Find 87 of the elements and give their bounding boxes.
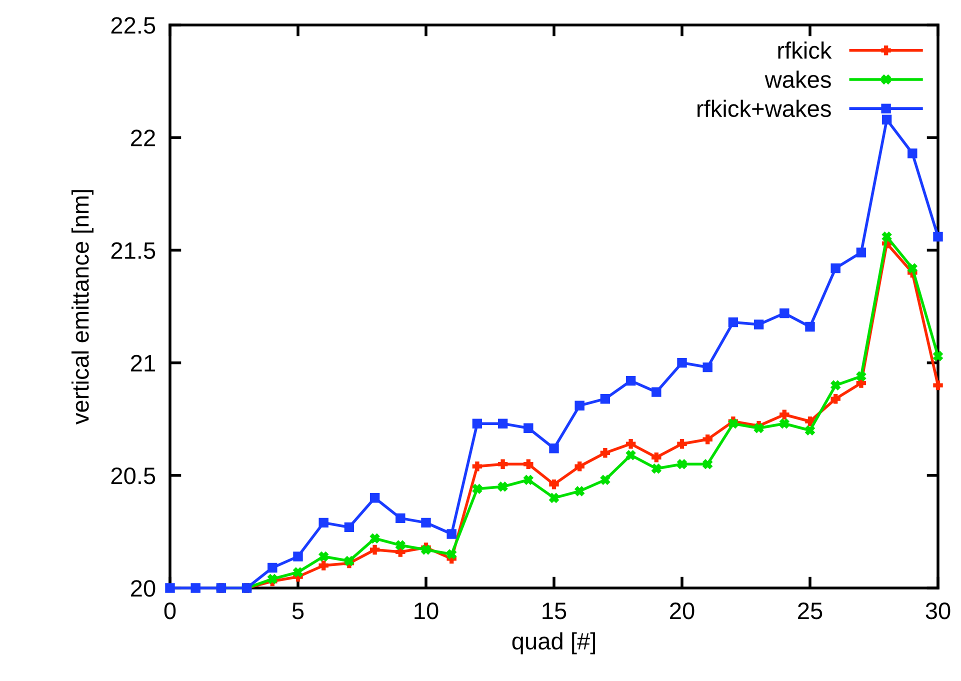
point (549, 493, 559, 503)
point (702, 434, 712, 444)
x-tick-label: 10 (414, 602, 438, 620)
point (421, 544, 431, 555)
y-tick-label: 22.5 (111, 17, 156, 34)
point (446, 529, 456, 539)
point (882, 232, 892, 242)
point (933, 232, 943, 242)
point (446, 549, 456, 560)
point (882, 114, 892, 124)
x-axis-title: quad [#] (512, 632, 595, 654)
point (856, 371, 866, 382)
point (600, 475, 610, 485)
point (780, 418, 790, 428)
point (524, 423, 534, 433)
y-axis-title: vertical emittance [nm] (71, 190, 94, 425)
x-tick-label: 20 (670, 602, 694, 620)
point (472, 462, 482, 472)
point (830, 380, 840, 390)
point (498, 459, 508, 469)
point (318, 518, 328, 528)
point (574, 486, 584, 496)
y-tick-label: 20 (131, 580, 156, 597)
x-tick-label: 0 (164, 602, 176, 620)
point (600, 448, 610, 458)
point (165, 583, 175, 593)
point (856, 248, 866, 258)
point (908, 263, 918, 274)
point (780, 308, 790, 318)
point (472, 418, 482, 428)
point (780, 410, 790, 420)
x-tick-label: 25 (798, 602, 822, 620)
point (728, 317, 738, 328)
point (626, 376, 636, 386)
point (677, 459, 687, 469)
y-tick-label: 22 (131, 130, 155, 146)
point (754, 320, 764, 330)
point (626, 450, 636, 460)
point (524, 475, 534, 485)
point (677, 358, 687, 368)
point (677, 439, 687, 449)
point (396, 540, 406, 550)
point (574, 462, 584, 472)
point (268, 574, 278, 584)
legend-label: rfkick (778, 42, 832, 59)
legend-label: rfkick+wakes (698, 100, 831, 118)
point (805, 322, 815, 332)
point (626, 439, 636, 449)
point (549, 444, 559, 454)
legend-label: wakes (764, 70, 831, 88)
point (600, 394, 610, 404)
point (933, 380, 943, 390)
point (574, 400, 584, 410)
point (498, 482, 508, 492)
point (370, 534, 380, 544)
x-tick-label: 5 (292, 602, 304, 620)
point (190, 583, 200, 593)
y-tick-label: 21 (131, 354, 155, 372)
point (370, 493, 380, 503)
point (805, 426, 815, 436)
point (318, 560, 328, 570)
point (318, 552, 328, 562)
point (524, 459, 534, 469)
point (293, 567, 303, 578)
point (652, 387, 662, 397)
point (908, 148, 918, 158)
y-tick-label: 21.5 (111, 242, 156, 259)
point (293, 552, 303, 562)
point (396, 513, 406, 524)
point (830, 394, 840, 404)
point (652, 464, 662, 474)
y-tick-label: 20.5 (111, 467, 156, 484)
x-tick-label: 30 (926, 602, 950, 620)
point (702, 459, 712, 469)
point (472, 484, 482, 494)
point (549, 480, 559, 490)
point (370, 544, 380, 555)
point (344, 522, 354, 532)
point (830, 263, 840, 274)
point (498, 418, 508, 428)
point (933, 351, 943, 361)
x-tick-label: 15 (542, 602, 566, 620)
point (652, 452, 662, 462)
point (268, 562, 278, 573)
point (421, 518, 431, 528)
point (702, 362, 712, 372)
point (344, 556, 354, 566)
